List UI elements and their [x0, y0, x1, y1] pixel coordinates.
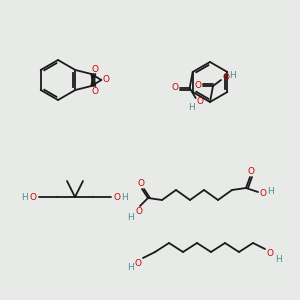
Text: H: H: [127, 263, 134, 272]
Text: H: H: [188, 103, 195, 112]
Text: O: O: [194, 82, 202, 91]
Text: O: O: [92, 64, 99, 74]
Text: O: O: [223, 74, 230, 82]
Text: O: O: [171, 83, 178, 92]
Text: H: H: [274, 254, 281, 263]
Text: O: O: [196, 98, 203, 106]
Text: H: H: [22, 193, 28, 202]
Text: O: O: [103, 76, 110, 85]
Text: O: O: [29, 193, 37, 202]
Text: H: H: [230, 70, 236, 80]
Text: O: O: [134, 259, 142, 268]
Text: O: O: [260, 188, 266, 197]
Text: O: O: [113, 193, 121, 202]
Text: H: H: [268, 187, 274, 196]
Text: O: O: [266, 250, 274, 259]
Text: H: H: [122, 193, 128, 202]
Text: O: O: [137, 179, 145, 188]
Text: O: O: [248, 167, 254, 176]
Text: O: O: [136, 208, 142, 217]
Text: H: H: [128, 212, 134, 221]
Text: O: O: [92, 86, 99, 95]
